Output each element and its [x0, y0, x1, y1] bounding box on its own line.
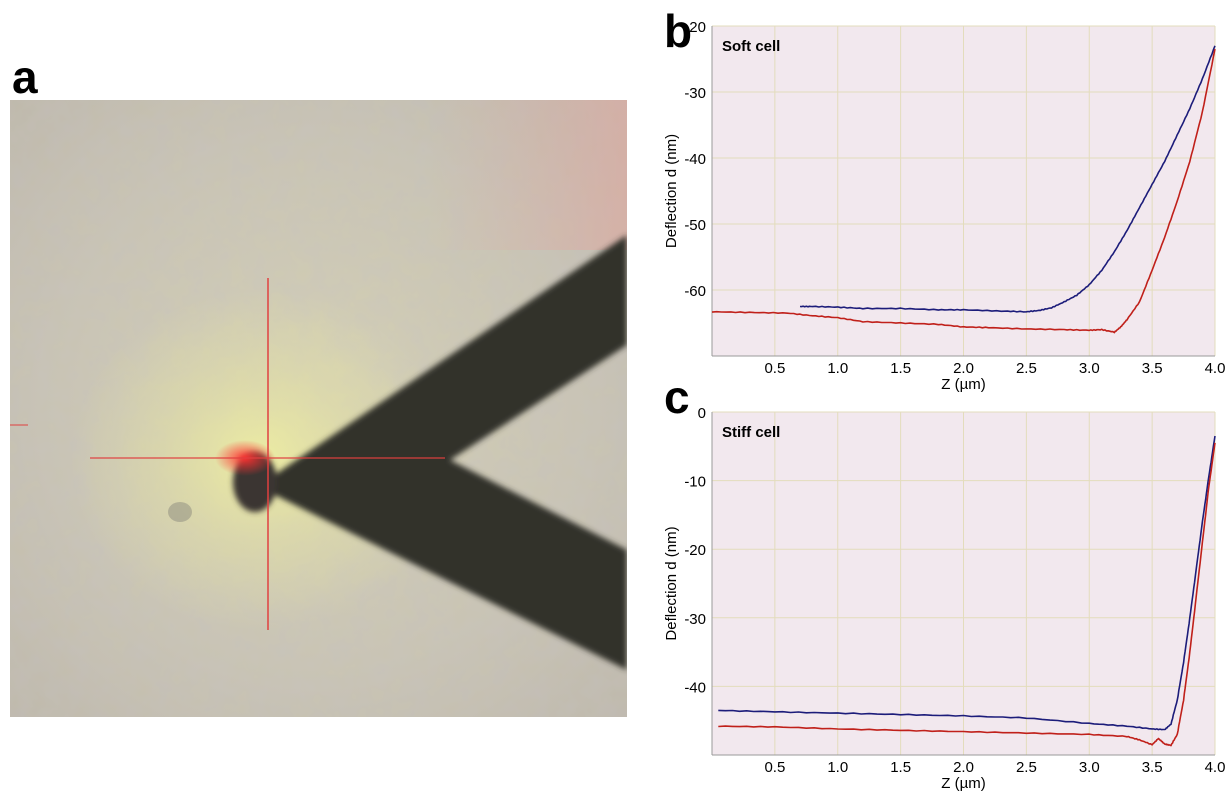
x-tick-label: 1.0	[827, 360, 848, 377]
cantilever-micrograph	[10, 100, 627, 717]
y-tick-label: -50	[684, 217, 706, 234]
y-tick-label: -60	[684, 283, 706, 300]
y-tick-label: 0	[698, 405, 706, 422]
y-tick-label: -40	[684, 679, 706, 696]
chart-annotation: Soft cell	[722, 38, 780, 55]
retract-curve	[718, 442, 1216, 747]
x-tick-label: 3.0	[1079, 360, 1100, 377]
y-tick-label: -30	[684, 611, 706, 628]
y-tick-label: -40	[684, 151, 706, 168]
y-tick-label: -20	[684, 542, 706, 559]
x-tick-label: 4.0	[1205, 360, 1226, 377]
panel-label-c: c	[664, 371, 690, 423]
y-tick-label: -10	[684, 474, 706, 491]
x-tick-label: 1.5	[890, 759, 911, 776]
x-tick-label: 3.5	[1142, 360, 1163, 377]
x-axis-label: Z (µm)	[941, 376, 985, 393]
panel-label-b: b	[664, 5, 693, 57]
x-tick-label: 3.5	[1142, 759, 1163, 776]
x-tick-label: 3.0	[1079, 759, 1100, 776]
approach-curve	[799, 45, 1216, 313]
y-axis-label: Deflection d (nm)	[663, 526, 680, 640]
x-tick-label: 4.0	[1205, 759, 1226, 776]
y-tick-label: -30	[684, 85, 706, 102]
x-tick-label: 0.5	[764, 360, 785, 377]
approach-curve	[718, 435, 1216, 731]
x-tick-label: 1.5	[890, 360, 911, 377]
y-axis-label: Deflection d (nm)	[663, 134, 680, 248]
retract-curve	[711, 48, 1216, 334]
x-axis-label: Z (µm)	[941, 775, 985, 792]
x-tick-label: 1.0	[827, 759, 848, 776]
x-tick-label: 2.5	[1016, 759, 1037, 776]
x-tick-label: 2.5	[1016, 360, 1037, 377]
x-tick-label: 2.0	[953, 360, 974, 377]
y-tick-label: -20	[684, 19, 706, 36]
panel-label-a: a	[12, 51, 38, 103]
x-tick-label: 2.0	[953, 759, 974, 776]
x-tick-label: 0.5	[764, 759, 785, 776]
chart-annotation: Stiff cell	[722, 424, 780, 441]
